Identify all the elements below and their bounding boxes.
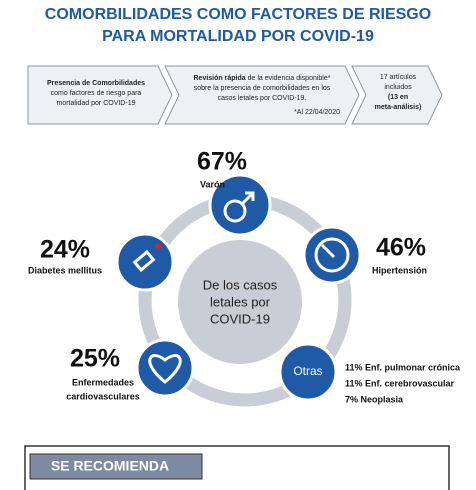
recommend-box [24, 445, 450, 490]
item-label: Enfermedades [72, 377, 134, 387]
icon-others [278, 342, 338, 402]
glyph [223, 199, 247, 223]
glyph [314, 237, 350, 273]
item-label: cardiovasculares [66, 391, 140, 401]
item-label: Diabetes mellitus [28, 265, 102, 275]
item-label: Hipertensión [372, 265, 427, 275]
item-value: 67% [197, 148, 247, 176]
others-label: Otras [293, 364, 322, 378]
recommend-title: SE RECOMIENDA [51, 458, 169, 474]
title: PARA MORTALIDAD POR COVID-19 [102, 28, 374, 45]
step-line: meta-análisis) [375, 104, 422, 111]
icon-diabetes [115, 232, 175, 292]
step-line: casos letales por COVID-19. [218, 95, 307, 102]
item-value: 24% [40, 236, 90, 264]
step-arrow [27, 65, 173, 125]
blood-drop [155, 243, 161, 249]
step-line: sobre la presencia de comorbilidades en … [194, 85, 331, 92]
icon-heart [135, 338, 195, 398]
glyph [320, 243, 336, 259]
icon-male [208, 173, 272, 237]
recommend-tab [29, 453, 203, 480]
others-line: 7% Neoplasia [345, 394, 404, 404]
item-value: 25% [70, 345, 120, 373]
step-span: de la evidencia disponible* [246, 75, 331, 82]
step-line: Presencia de Comorbilidades [47, 80, 145, 87]
others-line: 11% Enf. pulmonar crónica [345, 362, 461, 372]
center-circle [178, 240, 302, 364]
center-line: letales por [210, 294, 271, 309]
item-value: 46% [376, 234, 426, 262]
glyph [240, 191, 255, 206]
items: 67% Varón 46% Hipertensión 24% Diabetes … [28, 148, 461, 405]
glyph [132, 249, 156, 273]
glyphs [132, 191, 350, 384]
others-line: 11% Enf. cerebrovascular [345, 378, 455, 388]
item-label: Varón [200, 179, 225, 189]
step-line: mortalidad por COVID-19 [57, 100, 136, 107]
steps [27, 65, 443, 125]
step-arrow [164, 65, 360, 125]
step-note: *Al 22/04/2020 [294, 109, 340, 116]
center-text: De los casos letales por COVID-19 [203, 277, 278, 326]
step-arrow [351, 65, 443, 125]
glyph [148, 354, 182, 384]
center-line: COVID-19 [210, 311, 270, 326]
step-line: incluidos [384, 84, 412, 91]
step-text: Presencia de Comorbilidades como factore… [47, 74, 421, 116]
center-line: De los casos [203, 277, 278, 292]
step-line: Revisión rápida de la evidencia disponib… [194, 75, 331, 82]
step-bold: Revisión rápida [194, 75, 246, 82]
step-line: (13 en [388, 94, 408, 101]
title: COMORBILIDADES COMO FACTORES DE RIESGO [45, 6, 431, 23]
step-line: 17 artículos [380, 74, 417, 81]
step-line: como factores de riesgo para [51, 90, 142, 97]
